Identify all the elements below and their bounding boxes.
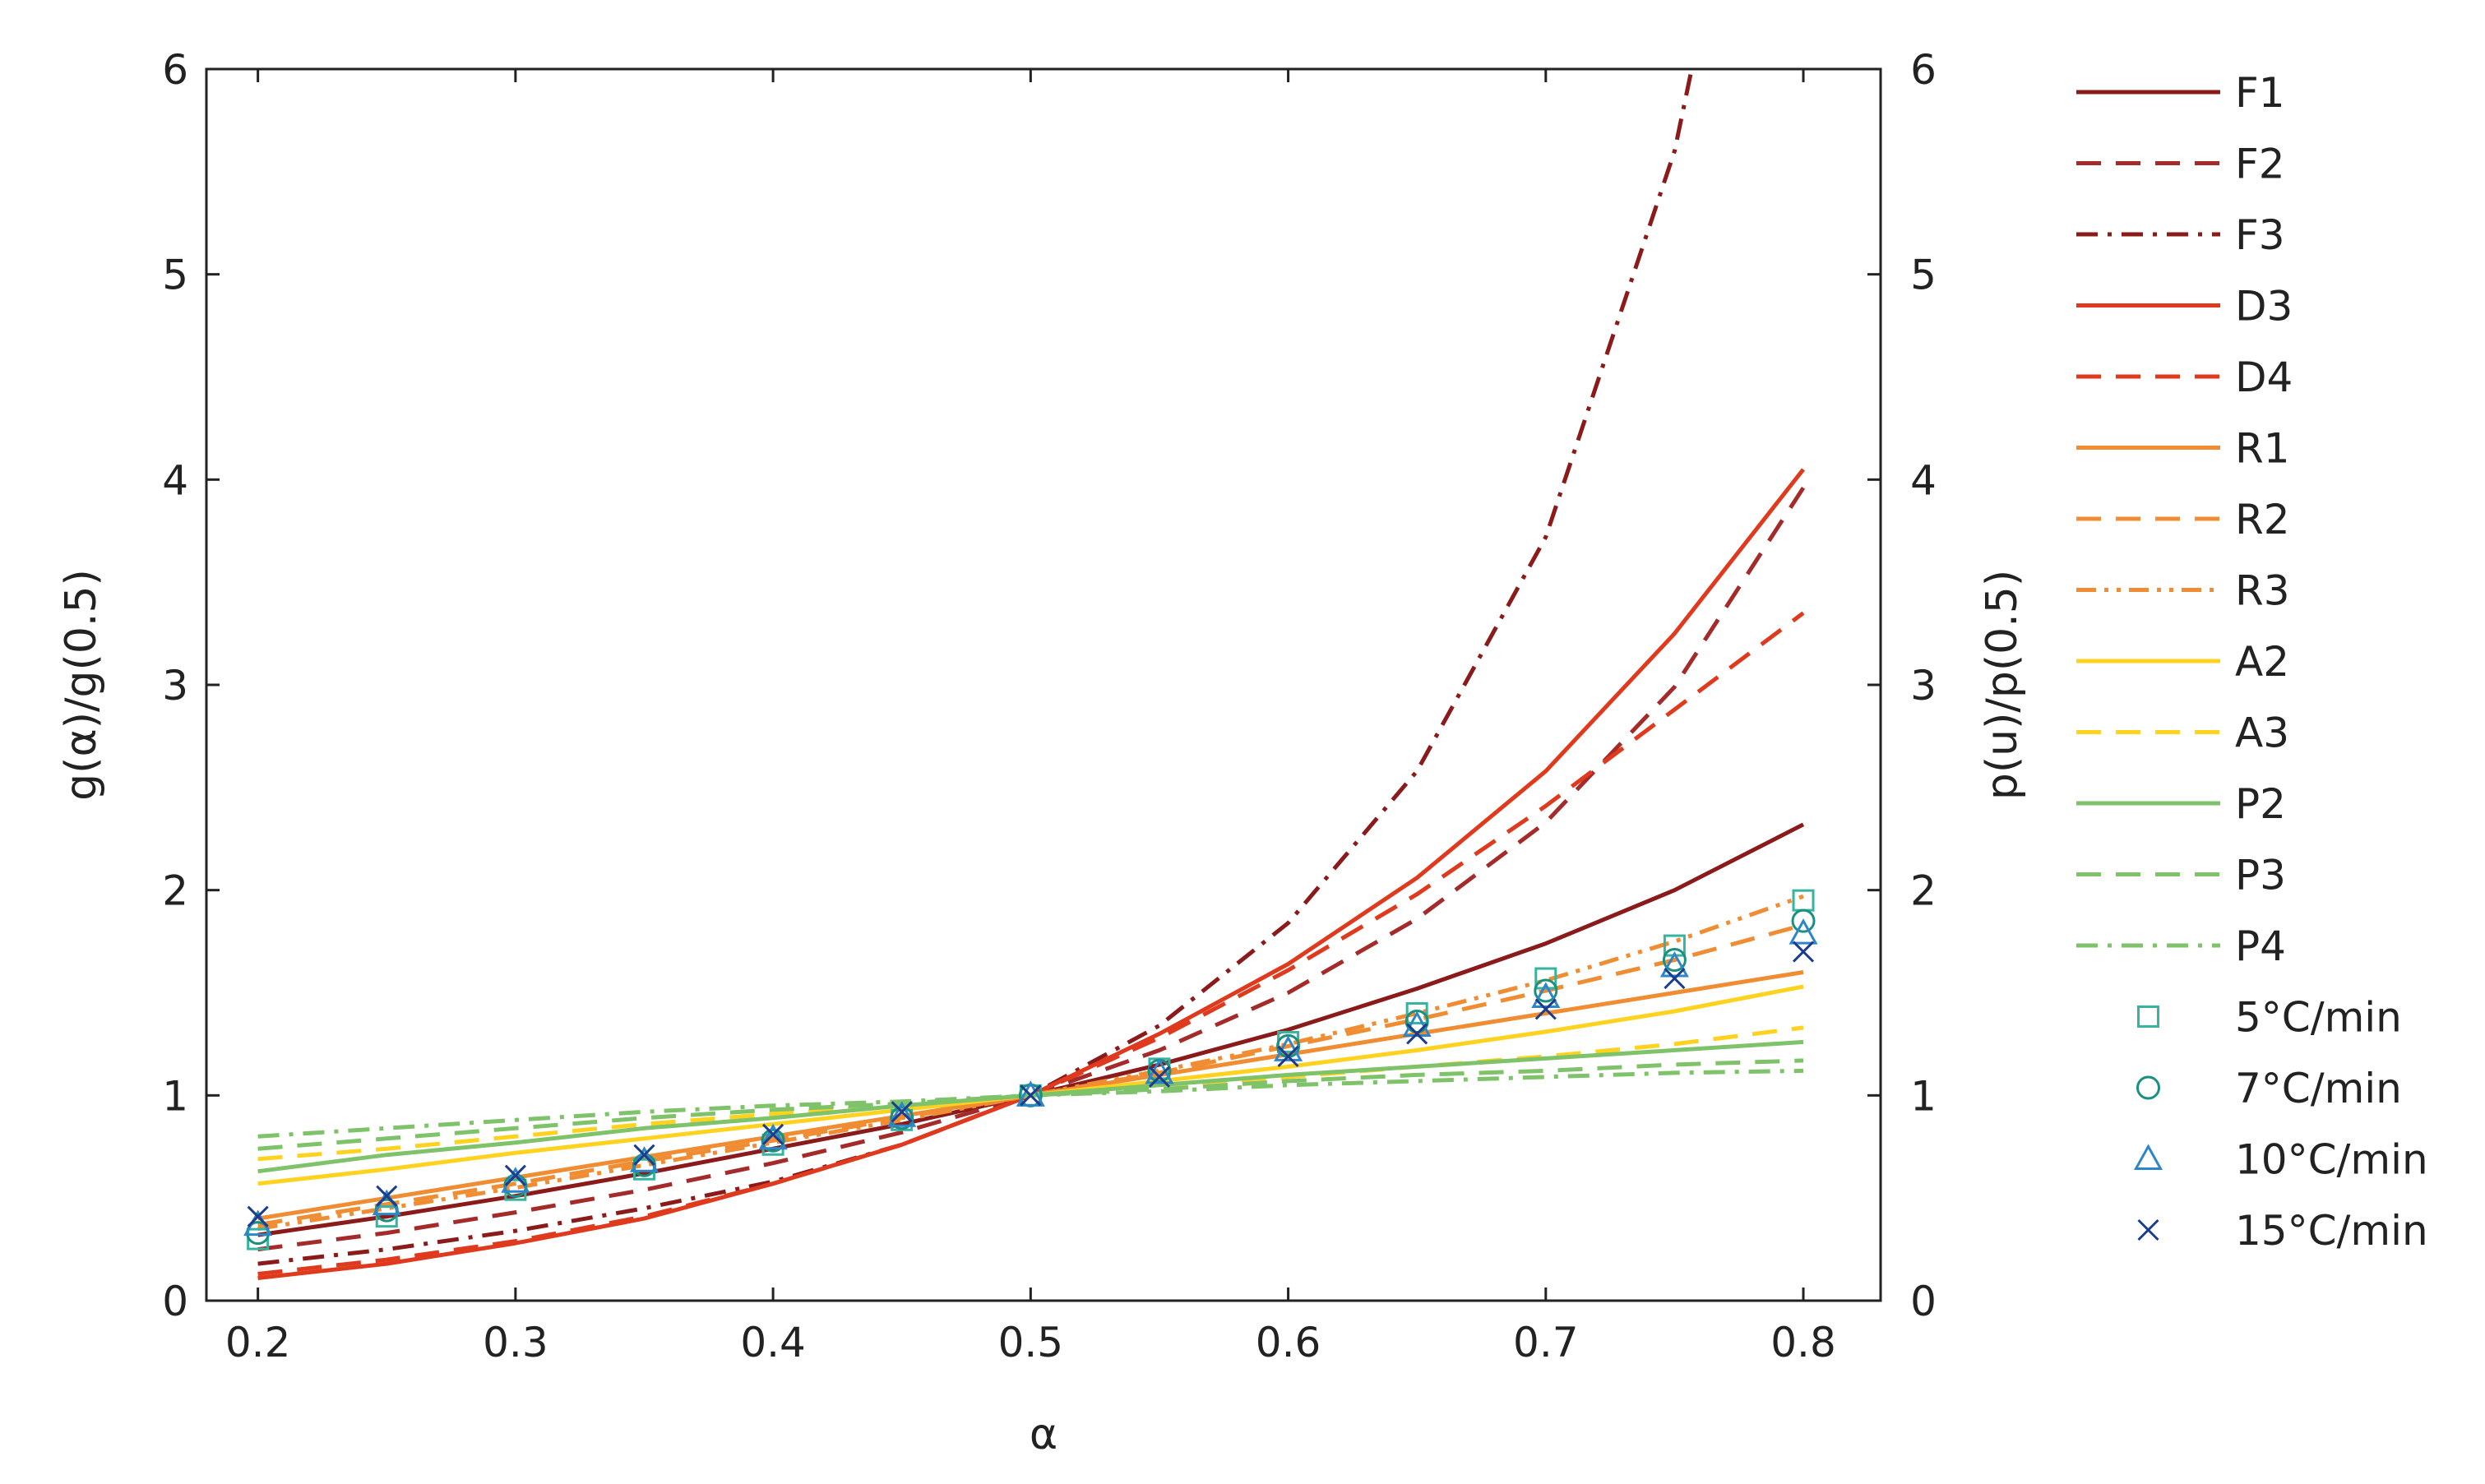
x-tick-label: 0.8 xyxy=(1770,1319,1836,1366)
x-tick-label: 0.2 xyxy=(225,1319,291,1366)
x-tick-label: 0.5 xyxy=(998,1319,1064,1366)
y-tick-label: 3 xyxy=(162,662,188,710)
legend-label-r3: R3 xyxy=(2235,567,2290,615)
legend-marker-15c-min xyxy=(2137,1218,2159,1241)
legend-label-d4: D4 xyxy=(2235,354,2293,401)
marker-15c-min xyxy=(1534,998,1557,1020)
marker-10c-min xyxy=(1531,982,1561,1008)
x-tick-label: 0.6 xyxy=(1256,1319,1321,1366)
marker-10c-min xyxy=(758,1123,788,1150)
right-y-tick-label: 0 xyxy=(1910,1278,1937,1325)
x-tick-label: 0.7 xyxy=(1513,1319,1579,1366)
legend-label-5c-min: 5°C/min xyxy=(2235,994,2402,1042)
legend-label-f2: F2 xyxy=(2235,141,2285,188)
right-y-tick-label: 2 xyxy=(1910,867,1937,915)
legend-label-p3: P3 xyxy=(2235,852,2286,899)
x-tick-label: 0.3 xyxy=(483,1319,548,1366)
x-axis-title: α xyxy=(1030,1410,1057,1459)
y-tick-label: 4 xyxy=(162,456,188,504)
y-tick-label: 1 xyxy=(162,1072,188,1120)
marker-7c-min xyxy=(1662,948,1687,973)
legend: F1 F2 F3 D3 D4 R1 R2 R3 A2 A3 P2 P3 P4 5°C/min 7°C/min… xyxy=(2076,69,2428,1255)
legend-label-r2: R2 xyxy=(2235,496,2290,543)
marker-15c-min xyxy=(376,1185,398,1207)
right-y-tick-label: 4 xyxy=(1910,456,1937,504)
marker-15c-min xyxy=(1406,1023,1428,1045)
series-line-d4 xyxy=(257,611,1805,1276)
legend-label-a3: A3 xyxy=(2235,710,2289,757)
legend-label-p2: P2 xyxy=(2235,780,2286,828)
marker-15c-min xyxy=(1664,967,1686,990)
legend-label-p4: P4 xyxy=(2235,922,2286,970)
y-tick-label: 6 xyxy=(162,46,188,94)
marker-10c-min xyxy=(1789,918,1818,945)
series-line-p3 xyxy=(257,1058,1804,1151)
series-line-f2 xyxy=(257,486,1806,1252)
legend-label-f1: F1 xyxy=(2235,69,2285,117)
marker-10c-min xyxy=(1659,950,1689,978)
legend-label-r1: R1 xyxy=(2235,425,2290,473)
marker-15c-min xyxy=(762,1123,784,1145)
legend-label-a2: A2 xyxy=(2235,638,2289,686)
right-y-tick-label: 5 xyxy=(1910,252,1937,299)
marker-7c-min xyxy=(1791,908,1816,933)
right-y-axis-title: p(u)/p(0.5) xyxy=(1978,570,2027,800)
marker-10c-min xyxy=(1016,1080,1045,1107)
y-axis-title: g(α)/g(0.5) xyxy=(57,569,106,801)
legend-label-15c-min: 15°C/min xyxy=(2235,1207,2428,1255)
marker-7c-min xyxy=(890,1106,914,1130)
plot-markers xyxy=(243,889,1818,1251)
plot-frame xyxy=(205,67,1882,1302)
right-y-tick-label: 6 xyxy=(1910,46,1937,94)
y-tick-label: 0 xyxy=(162,1278,188,1325)
marker-15c-min xyxy=(1792,941,1815,963)
series-line-f3 xyxy=(257,69,1694,1266)
legend-label-7c-min: 7°C/min xyxy=(2235,1065,2402,1112)
marker-15c-min xyxy=(633,1144,655,1166)
marker-15c-min xyxy=(1020,1084,1042,1107)
marker-7c-min xyxy=(761,1128,785,1153)
legend-marker-7c-min xyxy=(2136,1075,2160,1100)
x-tick-label: 0.4 xyxy=(740,1319,806,1366)
marker-5c-min xyxy=(1405,1001,1428,1024)
marker-15c-min xyxy=(1277,1045,1299,1067)
series-line-a3 xyxy=(257,1025,1804,1162)
marker-5c-min xyxy=(1534,967,1557,990)
marker-5c-min xyxy=(1792,889,1815,912)
marker-15c-min xyxy=(1148,1066,1171,1088)
y-tick-label: 2 xyxy=(162,867,188,915)
y-tick-label: 5 xyxy=(162,252,188,299)
marker-10c-min xyxy=(887,1101,917,1127)
series-line-r3 xyxy=(257,894,1804,1232)
marker-7c-min xyxy=(1534,978,1558,1003)
marker-15c-min xyxy=(247,1205,269,1227)
legend-marker-10c-min xyxy=(2133,1144,2163,1170)
marker-15c-min xyxy=(504,1164,526,1186)
series-line-r2 xyxy=(257,922,1804,1227)
legend-marker-5c-min xyxy=(2137,1006,2159,1028)
right-y-tick-label: 3 xyxy=(1910,662,1937,710)
legend-label-10c-min: 10°C/min xyxy=(2235,1136,2428,1184)
axes: 0.2 0.3 0.4 0.5 0.6 0.7 0.8 0 0 1 1 2 2 3 3 4 4 5 5 6 6 xyxy=(162,46,1937,1366)
legend-label-f3: F3 xyxy=(2235,211,2285,259)
marker-15c-min xyxy=(891,1101,913,1123)
legend-label-d3: D3 xyxy=(2235,283,2293,331)
right-y-tick-label: 1 xyxy=(1910,1072,1937,1120)
